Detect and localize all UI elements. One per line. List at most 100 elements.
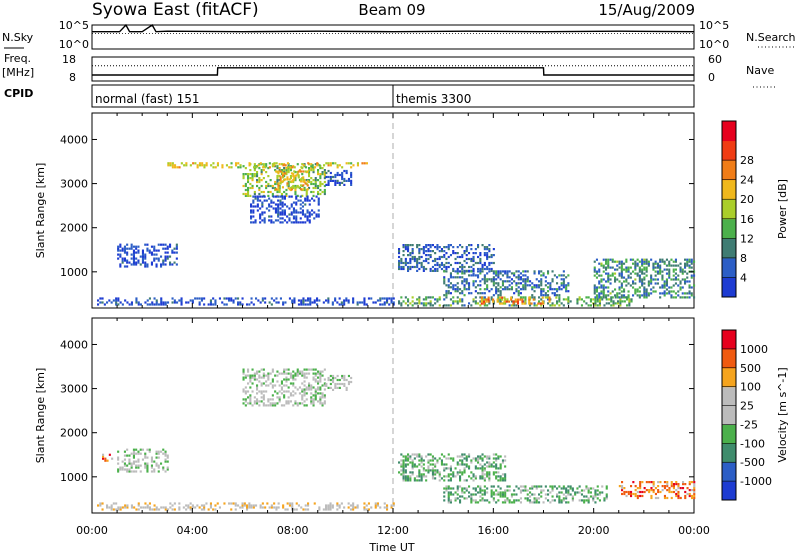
heatmap-cell (306, 215, 309, 218)
heatmap-cell (594, 493, 597, 496)
heatmap-cell (130, 263, 133, 266)
heatmap-cell (292, 209, 295, 212)
heatmap-cell (463, 294, 466, 297)
heatmap-cell (499, 455, 502, 458)
heatmap-cell (347, 502, 350, 505)
heatmap-cell (481, 459, 484, 462)
heatmap-cell (363, 303, 366, 306)
heatmap-cell (468, 475, 471, 478)
heatmap-cell (463, 265, 466, 269)
heatmap-cell (171, 508, 174, 511)
heatmap-cell (117, 247, 120, 250)
heatmap-cell (693, 492, 696, 496)
heatmap-cell (605, 487, 608, 490)
heatmap-cell (594, 495, 597, 498)
heatmap-cell (308, 211, 311, 214)
heatmap-cell (274, 195, 277, 198)
heatmap-cell (447, 284, 450, 287)
heatmap-cell (443, 467, 446, 470)
heatmap-cell (524, 487, 527, 490)
heatmap-cell (438, 304, 441, 307)
heatmap-cell (137, 251, 140, 254)
heatmap-cell (461, 255, 464, 259)
heatmap-cell (548, 300, 551, 303)
heatmap-cell (674, 272, 677, 275)
heatmap-cell (407, 479, 410, 482)
heatmap-cell (531, 296, 534, 299)
heatmap-cell (374, 301, 377, 304)
heatmap-cell (301, 394, 304, 397)
heatmap-cell (267, 374, 270, 377)
heatmap-cell (483, 267, 486, 271)
heatmap-cell (492, 272, 495, 275)
heatmap-cell (284, 178, 287, 181)
heatmap-cell (332, 378, 335, 382)
heatmap-cell (681, 272, 684, 275)
heatmap-cell (267, 372, 270, 375)
heatmap-cell (506, 276, 509, 279)
heatmap-cell (230, 508, 233, 511)
heatmap-cell (443, 263, 446, 267)
heatmap-cell (445, 304, 448, 307)
heatmap-cell (392, 504, 395, 507)
heatmap-cell (601, 491, 604, 494)
heatmap-cell (492, 453, 495, 456)
heatmap-cell (301, 221, 304, 224)
heatmap-cell (310, 392, 313, 395)
heatmap-cell (510, 296, 513, 299)
heatmap-cell (286, 215, 289, 218)
heatmap-cell (200, 297, 203, 300)
heatmap-cell (634, 260, 637, 263)
heatmap-cell (155, 452, 158, 455)
heatmap-cell (643, 296, 646, 299)
heatmap-cell (548, 298, 551, 301)
heatmap-cell (343, 301, 346, 304)
heatmap-cell (659, 260, 662, 263)
heatmap-cell (258, 180, 261, 184)
heatmap-cell (598, 270, 601, 273)
heatmap-cell (657, 489, 660, 492)
heatmap-cell (117, 508, 120, 511)
heatmap-cell (278, 398, 281, 401)
heatmap-cell (249, 177, 252, 180)
heatmap-cell (456, 463, 459, 466)
heatmap-cell (445, 457, 448, 460)
heatmap-cell (278, 184, 281, 188)
heatmap-cell (490, 298, 493, 301)
heatmap-cell (203, 504, 206, 507)
heatmap-cell (531, 487, 534, 490)
heatmap-cell (277, 209, 280, 212)
heatmap-cell (166, 466, 169, 469)
heatmap-cell (304, 303, 307, 306)
heatmap-cell (516, 298, 519, 301)
heatmap-cell (459, 298, 462, 301)
heatmap-cell (427, 469, 430, 472)
heatmap-cell (310, 384, 313, 387)
heatmap-cell (656, 266, 659, 269)
heatmap-cell (498, 302, 501, 305)
heatmap-cell (693, 487, 696, 490)
heatmap-cell (679, 487, 682, 490)
heatmap-cell (480, 302, 483, 305)
heatmap-cell (166, 468, 169, 471)
heatmap-cell (349, 508, 352, 511)
heatmap-cell (314, 186, 317, 190)
heatmap-cell (265, 171, 268, 174)
heatmap-cell (294, 402, 297, 405)
heatmap-cell (290, 172, 293, 175)
heatmap-cell (474, 286, 477, 289)
heatmap-cell (336, 504, 339, 507)
heatmap-cell (470, 259, 473, 263)
heatmap-cell (535, 497, 538, 500)
heatmap-cell (486, 284, 489, 287)
heatmap-cell (312, 368, 315, 371)
heatmap-cell (416, 259, 419, 263)
colorbar-tick-label: 24 (740, 174, 754, 187)
heatmap-cell (560, 288, 563, 291)
heatmap-cell (488, 501, 491, 504)
heatmap-cell (663, 494, 666, 498)
date-title: 15/Aug/2009 (598, 1, 695, 19)
heatmap-cell (443, 499, 446, 502)
heatmap-cell (269, 190, 272, 194)
heatmap-cell (497, 471, 500, 474)
